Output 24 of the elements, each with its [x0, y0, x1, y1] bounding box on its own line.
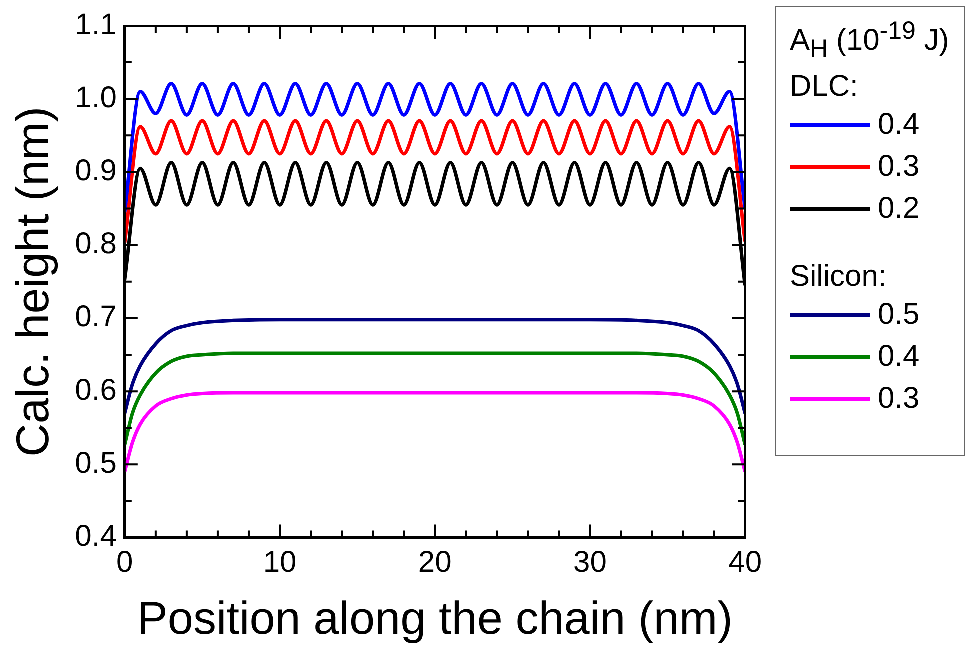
y-tick-label: 1.1 — [75, 8, 117, 42]
y-axis-title: Calc. height (nm) — [6, 106, 58, 458]
legend-label: 0.4 — [878, 108, 920, 142]
x-axis-title: Position along the chain (nm) — [137, 592, 733, 644]
x-tick-label: 30 — [574, 546, 607, 580]
legend-label: 0.5 — [878, 298, 920, 332]
legend-label: 0.3 — [878, 150, 920, 184]
legend-title: A$_{H}$ (10$^{-19}$ J) — [790, 17, 950, 64]
y-tick-label: 0.7 — [75, 300, 117, 334]
text: DLC: — [790, 70, 860, 104]
legend-label: 0.4 — [878, 340, 920, 374]
x-tick-label: 20 — [418, 546, 452, 580]
y-tick-label: 0.4 — [75, 520, 117, 554]
y-tick-label: 0.5 — [75, 446, 117, 480]
legend-label: 0.2 — [878, 192, 920, 226]
x-tick-label: 40 — [728, 546, 762, 580]
y-tick-label: 1.0 — [75, 81, 117, 114]
legend-label: 0.3 — [878, 382, 920, 416]
y-tick-label: 0.8 — [75, 228, 117, 261]
text: Silicon: — [790, 260, 888, 294]
x-tick-label: 10 — [263, 546, 297, 580]
x-tick-label: 0 — [116, 546, 134, 580]
y-tick-label: 0.9 — [75, 154, 117, 188]
y-tick-label: 0.6 — [75, 374, 117, 407]
